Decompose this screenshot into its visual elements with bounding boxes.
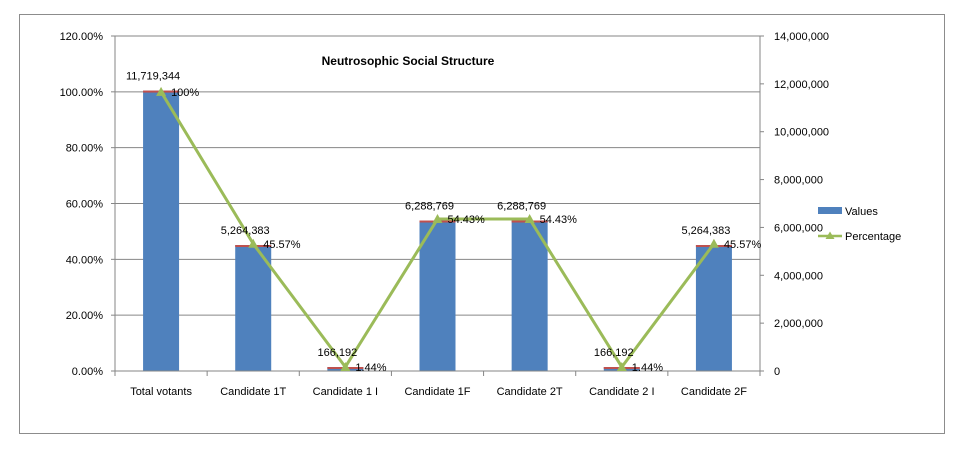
legend: Values Percentage [818,206,901,243]
legend-percentage-marker [825,231,835,239]
percentage-value-label: 1.44% [355,362,386,374]
percentage-marker [616,361,627,371]
right-tick-label: 8,000,000 [774,175,823,187]
percentage-value-label: 100% [171,87,199,99]
percentage-value-label: 45.57% [724,239,762,251]
left-tick-label: 0.00% [72,366,103,378]
percentage-marker [524,214,535,224]
percentage-value-label: 54.43% [540,214,578,226]
bar-value-label: 166,192 [317,347,357,359]
right-tick-label: 4,000,000 [774,270,823,282]
gridlines [115,35,760,316]
x-tick-label: Total votants [130,386,192,398]
bar-value-label: 166,192 [594,347,634,359]
percentage-marker [248,238,259,248]
right-tick-label: 10,000,000 [774,127,829,139]
percentage-marker [708,238,719,248]
left-tick-label: 20.00% [66,310,104,322]
bar-value-label: 6,288,769 [405,201,454,213]
x-tick-label: Candidate 1T [220,386,286,398]
legend-values-swatch [818,207,842,214]
bar-data-labels: 11,719,344 5,264,383 166,192 6,288,769 6,288… [126,71,730,359]
x-tick-label: Candidate 2F [681,386,747,398]
left-tick-label: 40.00% [66,254,104,266]
percentage-marker [340,361,351,371]
legend-percentage-label: Percentage [845,231,901,243]
left-axis-ticks: 0.00% 20.00% 40.00% 60.00% 80.00% 100.00% 120.… [60,31,115,378]
right-tick-label: 6,000,000 [774,222,823,234]
right-tick-label: 0 [774,366,780,378]
bar [419,220,456,371]
bar-value-label: 5,264,383 [681,225,730,237]
bar [143,90,180,371]
right-tick-label: 2,000,000 [774,318,823,330]
bar-value-label: 5,264,383 [221,225,270,237]
percentage-value-label: 1.44% [632,362,663,374]
percentage-marker [156,86,167,96]
percentage-value-label: 54.43% [448,214,486,226]
bar-value-label: 11,719,344 [126,71,180,83]
x-tick-label: Candidate 2 I [589,386,654,398]
line-data-labels: 100% 45.57% 1.44% 54.43% 54.43% 1.44% 45.57% [171,87,761,374]
percentage-line [156,86,719,371]
left-tick-label: 60.00% [66,199,104,211]
bar-value-label: 6,288,769 [497,201,546,213]
left-tick-label: 120.00% [60,31,104,43]
x-axis-ticks: Total votants Candidate 1T Candidate 1 I Ca… [114,371,761,398]
percentage-value-label: 45.57% [263,239,301,251]
right-tick-label: 12,000,000 [774,79,829,91]
right-tick-label: 14,000,000 [774,31,829,43]
bar [235,245,272,371]
x-tick-label: Candidate 1F [404,386,470,398]
chart-title: Neutrosophic Social Structure [322,54,495,68]
bar [695,245,732,371]
legend-values-label: Values [845,206,878,218]
left-tick-label: 100.00% [60,87,104,99]
x-tick-label: Candidate 2T [497,386,563,398]
bar [511,220,548,371]
left-tick-label: 80.00% [66,143,104,155]
x-tick-label: Candidate 1 I [313,386,378,398]
percentage-marker [432,214,443,224]
right-axis-ticks: 0 2,000,000 4,000,000 6,000,000 8,000,000 10,… [760,31,829,378]
